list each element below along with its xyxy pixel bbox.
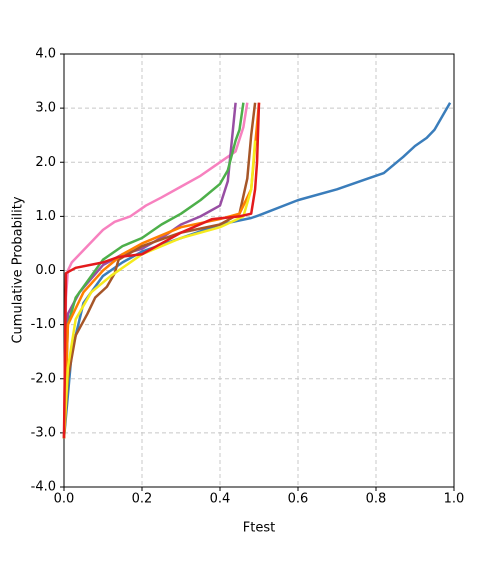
- series-line: [62, 102, 249, 439]
- series-line: [62, 102, 245, 439]
- x-axis-label: Ftest: [243, 521, 275, 536]
- y-tick-label: -1.0: [31, 317, 56, 332]
- series-line: [62, 102, 452, 439]
- plot-frame: [63, 53, 455, 488]
- y-tick-label: 1.0: [35, 209, 56, 224]
- x-tick-label: 0.4: [210, 492, 231, 507]
- x-tick-label: 0.8: [366, 492, 387, 507]
- y-tick-label: -2.0: [31, 371, 56, 386]
- y-tick-label: -3.0: [31, 425, 56, 440]
- x-tick-label: 0.2: [132, 492, 153, 507]
- y-tick-label: -4.0: [31, 480, 56, 495]
- series-line: [62, 102, 257, 439]
- y-tick-label: 4.0: [35, 47, 56, 62]
- y-tick-label: 3.0: [35, 101, 56, 116]
- y-tick-label: 2.0: [35, 155, 56, 170]
- y-tick-label: 0.0: [35, 263, 56, 278]
- x-tick-label: 1.0: [444, 492, 465, 507]
- series-line: [62, 102, 261, 439]
- y-axis-label: Cumulative Probability: [11, 196, 26, 343]
- x-tick-label: 0.6: [288, 492, 309, 507]
- series-line: [62, 102, 261, 439]
- x-tick-label: 0.0: [54, 492, 75, 507]
